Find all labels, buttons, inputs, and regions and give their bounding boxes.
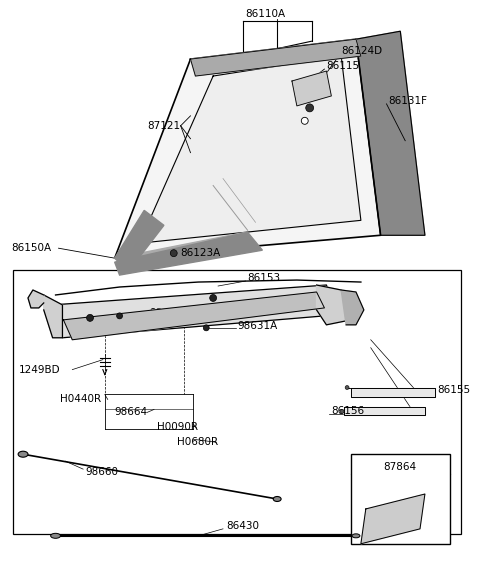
Circle shape <box>306 104 313 112</box>
Circle shape <box>86 314 94 321</box>
Text: 98660: 98660 <box>85 467 118 477</box>
Ellipse shape <box>18 451 28 457</box>
Polygon shape <box>139 56 361 243</box>
Ellipse shape <box>50 534 60 538</box>
Polygon shape <box>351 387 435 397</box>
Text: 98632: 98632 <box>149 308 182 318</box>
Text: 86156: 86156 <box>331 407 364 416</box>
Polygon shape <box>53 285 336 338</box>
Text: 98631A: 98631A <box>238 321 278 331</box>
Text: 86155: 86155 <box>438 385 471 394</box>
Text: 86110A: 86110A <box>245 9 286 19</box>
Polygon shape <box>115 232 257 268</box>
Polygon shape <box>191 39 361 76</box>
Circle shape <box>345 386 349 390</box>
Polygon shape <box>361 494 425 544</box>
Circle shape <box>117 313 122 319</box>
Text: 86430: 86430 <box>226 521 259 531</box>
Text: 98664: 98664 <box>115 407 148 418</box>
Ellipse shape <box>273 496 281 502</box>
Ellipse shape <box>352 534 360 538</box>
Polygon shape <box>115 232 263 275</box>
Polygon shape <box>63 292 324 340</box>
Circle shape <box>204 325 209 331</box>
Text: 87121: 87121 <box>147 121 180 131</box>
Polygon shape <box>115 39 381 258</box>
Bar <box>351 454 450 544</box>
Text: 86153: 86153 <box>248 273 281 283</box>
Polygon shape <box>115 211 164 270</box>
Polygon shape <box>28 290 44 308</box>
Polygon shape <box>44 295 62 338</box>
Polygon shape <box>317 285 351 325</box>
Circle shape <box>210 295 216 302</box>
Text: H0440R: H0440R <box>60 394 102 404</box>
Polygon shape <box>341 290 364 325</box>
Text: 86115: 86115 <box>326 61 360 71</box>
Circle shape <box>301 117 308 124</box>
Circle shape <box>170 250 177 257</box>
Text: 1249BD: 1249BD <box>19 365 61 375</box>
Text: 87864: 87864 <box>384 462 417 472</box>
Polygon shape <box>344 407 425 415</box>
Text: H0680R: H0680R <box>177 437 218 447</box>
Text: 86124D: 86124D <box>341 46 382 56</box>
Text: 86123A: 86123A <box>180 248 221 258</box>
Text: 86131F: 86131F <box>388 96 428 106</box>
Text: H0090R: H0090R <box>157 422 198 432</box>
Polygon shape <box>292 71 331 106</box>
Polygon shape <box>356 31 425 235</box>
Text: 86150A: 86150A <box>11 243 51 253</box>
Circle shape <box>340 409 344 414</box>
Bar <box>13 270 461 534</box>
